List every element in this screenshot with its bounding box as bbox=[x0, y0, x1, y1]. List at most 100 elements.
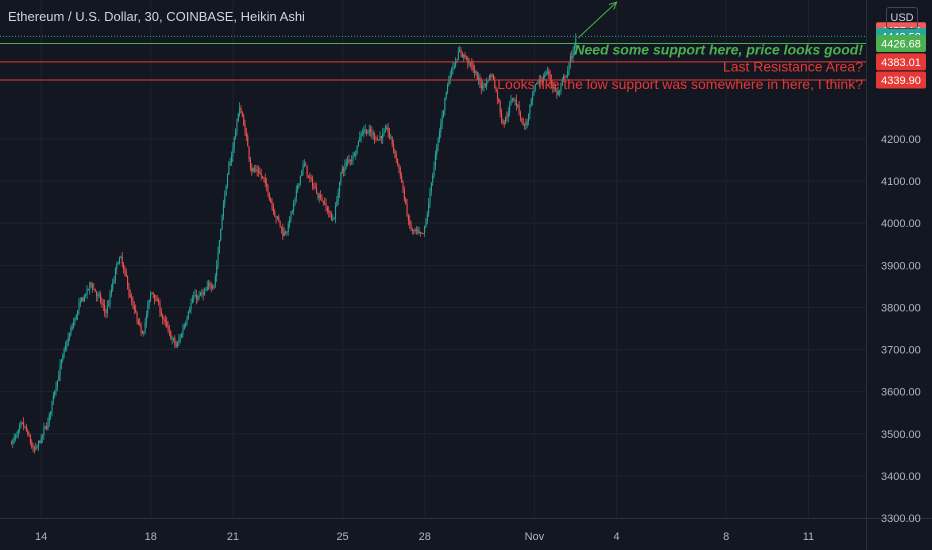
candle-body bbox=[291, 210, 293, 212]
candle-body bbox=[12, 440, 14, 444]
x-tick-label: Nov bbox=[525, 531, 545, 543]
candle-body bbox=[514, 100, 516, 102]
candle-body bbox=[366, 129, 368, 134]
y-tick-label: 4000.00 bbox=[881, 218, 921, 230]
candle-body bbox=[64, 345, 67, 349]
candle-body bbox=[240, 108, 242, 114]
candle-body bbox=[571, 56, 573, 58]
candle-body bbox=[312, 178, 314, 187]
y-tick-label: 3800.00 bbox=[881, 302, 921, 314]
y-tick-label: 3500.00 bbox=[881, 429, 921, 441]
candle-body bbox=[321, 197, 323, 202]
candle-body bbox=[114, 268, 117, 280]
candle-body bbox=[139, 323, 141, 325]
candle-body bbox=[58, 375, 60, 381]
candle-body bbox=[307, 175, 310, 178]
candle-body bbox=[509, 104, 511, 113]
candle-body bbox=[573, 45, 576, 52]
candle-body bbox=[367, 133, 369, 135]
candle-body bbox=[154, 294, 156, 300]
candle-body bbox=[433, 166, 435, 176]
candle-body bbox=[267, 186, 269, 193]
candle-body bbox=[399, 168, 401, 176]
candle-body bbox=[306, 165, 308, 176]
candle-body bbox=[112, 282, 114, 290]
currency-button[interactable]: USD bbox=[886, 7, 918, 29]
candle-body bbox=[55, 385, 57, 392]
candle-body bbox=[31, 442, 33, 448]
candle-body bbox=[326, 207, 328, 212]
candle-body bbox=[482, 85, 484, 89]
candle-body bbox=[148, 299, 150, 305]
candle-body bbox=[318, 195, 320, 198]
candle-body bbox=[97, 294, 99, 297]
candle-body bbox=[347, 159, 349, 163]
candle-body bbox=[260, 173, 262, 176]
candle-body bbox=[225, 185, 227, 196]
candle-body bbox=[10, 442, 13, 444]
candle-body bbox=[82, 297, 84, 302]
candle-body bbox=[341, 168, 343, 173]
candle-body bbox=[43, 427, 45, 435]
candle-body bbox=[340, 172, 342, 183]
candle-body bbox=[394, 150, 396, 154]
y-tick-label: 4100.00 bbox=[881, 176, 921, 188]
candle-body bbox=[222, 203, 225, 216]
candle-body bbox=[195, 294, 198, 300]
candle-body bbox=[398, 163, 400, 169]
candle-body bbox=[455, 61, 457, 66]
candle-body bbox=[120, 256, 122, 258]
candle-body bbox=[231, 156, 233, 163]
grid-layer bbox=[0, 0, 866, 519]
candle-body bbox=[233, 137, 235, 148]
plot-background bbox=[0, 0, 866, 518]
candle-body bbox=[283, 232, 285, 237]
candle-body bbox=[60, 360, 63, 366]
y-tick-label: 3700.00 bbox=[881, 345, 921, 357]
candle-body bbox=[185, 323, 187, 326]
candle-body bbox=[35, 446, 37, 450]
candle-body bbox=[475, 71, 477, 73]
candle-body bbox=[383, 131, 385, 134]
candle-body bbox=[348, 159, 350, 161]
candle-body bbox=[96, 292, 98, 297]
candle-body bbox=[372, 134, 374, 136]
candle-body bbox=[352, 155, 354, 161]
candle-body bbox=[564, 76, 566, 78]
candle-body bbox=[376, 139, 378, 141]
candle-body bbox=[29, 435, 31, 443]
candle-body bbox=[33, 448, 36, 450]
candle-body bbox=[93, 288, 95, 290]
candle-body bbox=[201, 292, 203, 294]
candle-body bbox=[128, 286, 130, 295]
candle-body bbox=[565, 75, 567, 77]
candle-body bbox=[59, 365, 61, 376]
candle-body bbox=[295, 189, 297, 198]
candle-body bbox=[87, 289, 90, 291]
candle-body bbox=[244, 125, 246, 132]
candle-body bbox=[216, 265, 218, 277]
candle-body bbox=[563, 76, 565, 80]
candle-body bbox=[536, 83, 538, 85]
candle-body bbox=[279, 220, 281, 227]
x-tick-label: 8 bbox=[723, 531, 729, 543]
candle-body bbox=[301, 170, 303, 177]
candle-body bbox=[177, 342, 179, 347]
candle-body bbox=[143, 331, 145, 334]
candle-body bbox=[105, 310, 107, 314]
candle-body bbox=[332, 219, 334, 221]
candle-body bbox=[438, 132, 441, 139]
candle-body bbox=[467, 57, 469, 64]
candle-body bbox=[559, 91, 561, 93]
candle-body bbox=[322, 201, 324, 203]
candle-body bbox=[528, 113, 530, 122]
candle-body bbox=[310, 177, 312, 179]
candle-body bbox=[186, 318, 188, 324]
candle-body bbox=[410, 223, 412, 230]
candle-body bbox=[491, 74, 493, 77]
candle-body bbox=[309, 177, 311, 179]
candle-body bbox=[224, 195, 226, 204]
candle-body bbox=[447, 84, 449, 92]
